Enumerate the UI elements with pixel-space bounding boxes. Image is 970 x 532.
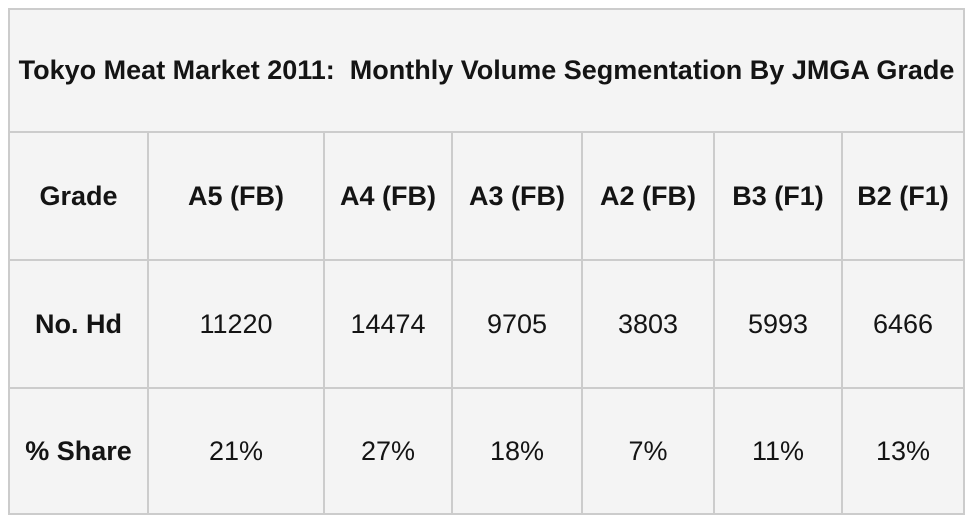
cell-share-a2: 7% bbox=[581, 387, 715, 515]
column-header-a2-fb: A2 (FB) bbox=[581, 131, 715, 261]
row-label-pct-share: % Share bbox=[8, 387, 149, 515]
cell-share-a3: 18% bbox=[451, 387, 583, 515]
title-row: Tokyo Meat Market 2011: Monthly Volume S… bbox=[7, 8, 966, 133]
cell-share-b2: 13% bbox=[840, 387, 966, 515]
column-header-b2-f1: B2 (F1) bbox=[840, 131, 966, 261]
column-header-a3-fb: A3 (FB) bbox=[451, 131, 583, 261]
cell-share-a5: 21% bbox=[147, 387, 325, 515]
volume-segmentation-table-container: Tokyo Meat Market 2011: Monthly Volume S… bbox=[7, 8, 966, 515]
cell-share-b3: 11% bbox=[713, 387, 843, 515]
header-row: Grade A5 (FB) A4 (FB) A3 (FB) A2 (FB) B3… bbox=[8, 131, 966, 261]
cell-share-a4: 27% bbox=[323, 387, 453, 515]
cell-no-hd-a5: 11220 bbox=[147, 259, 325, 389]
table-title: Tokyo Meat Market 2011: Monthly Volume S… bbox=[7, 8, 966, 133]
cell-no-hd-a3: 9705 bbox=[451, 259, 583, 389]
table-row-pct-share: % Share 21% 27% 18% 7% 11% 13% bbox=[8, 387, 966, 515]
cell-no-hd-b3: 5993 bbox=[713, 259, 843, 389]
cell-no-hd-b2: 6466 bbox=[840, 259, 966, 389]
cell-no-hd-a4: 14474 bbox=[323, 259, 453, 389]
column-header-b3-f1: B3 (F1) bbox=[713, 131, 843, 261]
column-header-a4-fb: A4 (FB) bbox=[323, 131, 453, 261]
row-label-no-hd: No. Hd bbox=[8, 259, 149, 389]
column-header-a5-fb: A5 (FB) bbox=[147, 131, 325, 261]
table-row-no-hd: No. Hd 11220 14474 9705 3803 5993 6466 bbox=[8, 259, 966, 389]
cell-no-hd-a2: 3803 bbox=[581, 259, 715, 389]
volume-segmentation-table: Tokyo Meat Market 2011: Monthly Volume S… bbox=[7, 8, 966, 515]
column-header-grade: Grade bbox=[8, 131, 149, 261]
